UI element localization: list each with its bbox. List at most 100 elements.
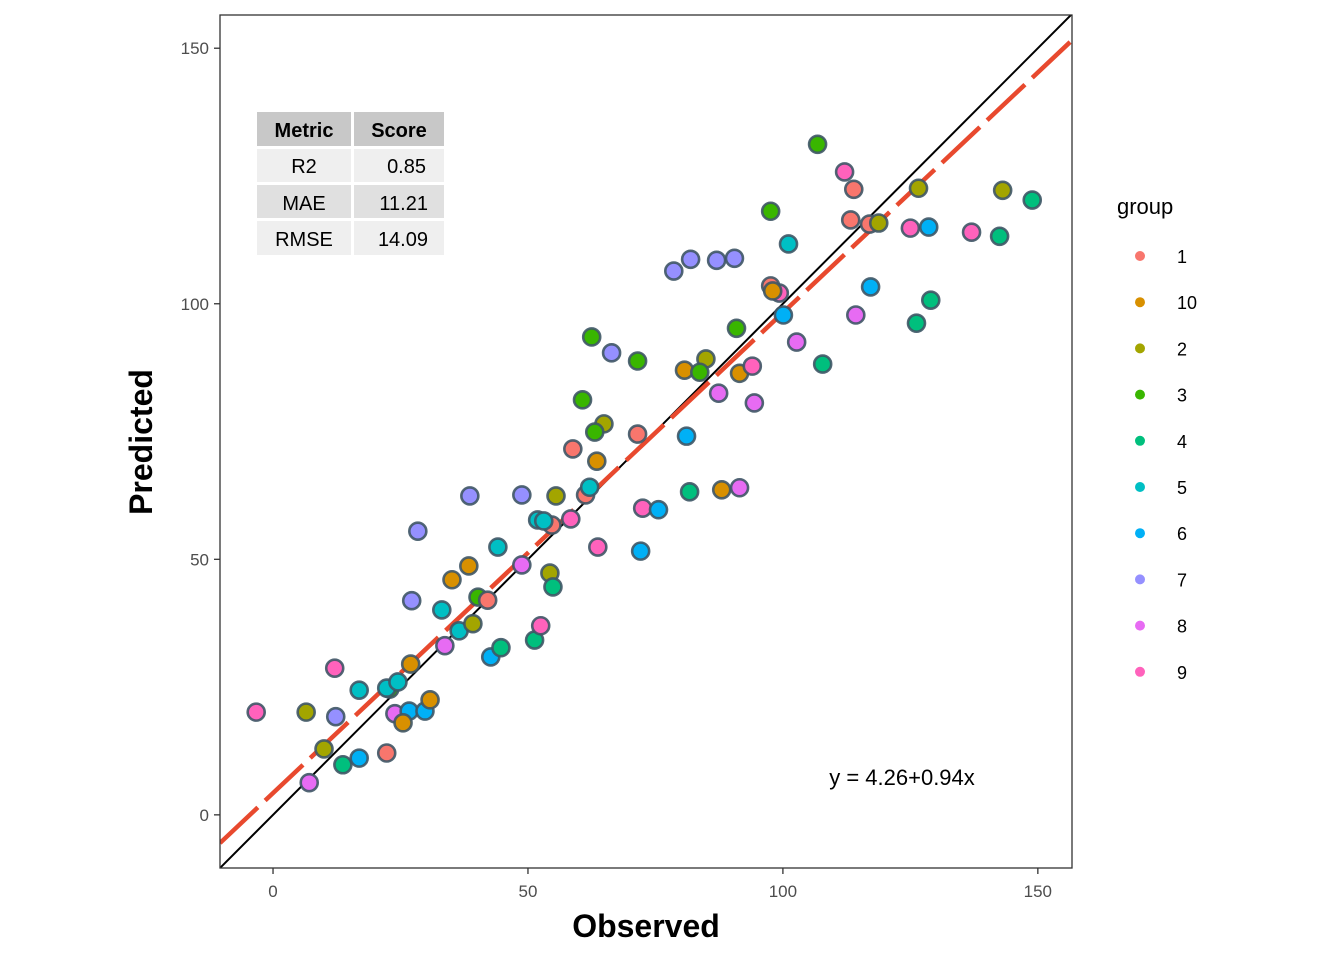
legend-label: 5 — [1177, 478, 1187, 498]
table-cell-metric: R2 — [291, 156, 317, 178]
data-point-group-5 — [778, 234, 799, 254]
table-cell-metric: MAE — [282, 193, 325, 215]
data-point-group-7 — [460, 486, 480, 506]
table-header-score: Score — [371, 120, 427, 142]
x-tick-label: 0 — [268, 882, 277, 901]
regression-equation-label: y = 4.26+0.94x — [829, 765, 975, 790]
legend-key-group-6 — [1135, 528, 1145, 539]
legend-title: group — [1117, 194, 1173, 219]
legend-key-group-2 — [1135, 343, 1145, 354]
data-point-group-4 — [906, 313, 927, 333]
data-point-group-4 — [491, 637, 511, 658]
data-point-group-6 — [918, 217, 939, 237]
table-cell-score: 11.21 — [379, 193, 428, 215]
data-point-group-3 — [726, 318, 747, 339]
data-point-group-4 — [543, 577, 563, 597]
table-header-score-bg — [354, 112, 444, 146]
data-point-group-9 — [246, 702, 267, 722]
table-header-metric: Metric — [275, 120, 334, 142]
legend-key-group-10 — [1135, 297, 1145, 308]
data-point-group-5 — [388, 672, 408, 692]
y-axis: 0 50 100 150 — [181, 39, 220, 825]
table-cell-score: 0.85 — [387, 156, 426, 178]
data-point-group-7 — [408, 521, 428, 541]
lines-layer — [220, 15, 1072, 868]
data-point-group-8 — [729, 477, 750, 498]
y-tick-label: 50 — [190, 550, 209, 569]
data-point-group-5 — [431, 600, 452, 620]
data-point-group-1 — [477, 590, 498, 610]
legend-key-group-3 — [1135, 389, 1145, 400]
table-header-metric-bg — [257, 112, 351, 146]
data-point-group-6 — [648, 499, 669, 520]
data-point-group-3 — [627, 351, 648, 371]
metrics-table: Metric Score R2 0.85 MAE 11.21 RMSE 14.0… — [257, 112, 444, 255]
legend-label: 6 — [1177, 524, 1187, 544]
data-point-group-1 — [843, 179, 864, 200]
y-tick-label: 100 — [181, 295, 209, 314]
data-point-group-2 — [908, 178, 929, 199]
x-axis: 0 50 100 150 — [268, 868, 1052, 901]
data-point-group-4 — [333, 754, 353, 775]
data-point-group-6 — [773, 305, 794, 325]
table-row-bg — [354, 221, 444, 255]
data-point-group-6 — [676, 426, 697, 446]
data-point-group-9 — [632, 498, 653, 518]
data-point-group-9 — [588, 537, 608, 557]
data-point-group-9 — [961, 222, 982, 243]
data-point-group-7 — [706, 250, 727, 271]
data-point-group-8 — [512, 555, 532, 575]
plot-panel-border — [219, 14, 1073, 869]
table-row-bg — [354, 185, 444, 218]
table-cell-score: 14.09 — [378, 229, 428, 251]
x-tick-label: 100 — [769, 882, 797, 901]
data-point-group-10 — [459, 556, 479, 576]
x-tick-label: 150 — [1024, 882, 1052, 901]
data-point-group-3 — [760, 201, 781, 222]
legend-key-group-1 — [1135, 251, 1145, 261]
y-tick-label: 150 — [181, 39, 209, 58]
table-row-bg — [257, 221, 351, 255]
table-row-bg — [354, 149, 444, 182]
legend-key-group-7 — [1135, 574, 1145, 585]
data-point-group-9 — [900, 218, 921, 238]
data-point-group-2 — [296, 702, 316, 722]
y-tick-label: 0 — [200, 806, 209, 825]
legend-key-group-5 — [1135, 482, 1145, 492]
data-point-group-6 — [630, 541, 651, 561]
data-point-group-10 — [586, 451, 607, 471]
data-point-group-2 — [868, 213, 889, 233]
data-point-group-9 — [530, 615, 551, 636]
data-point-group-2 — [992, 180, 1013, 201]
data-point-group-7 — [401, 590, 422, 611]
data-point-group-5 — [349, 680, 369, 700]
data-point-group-1 — [840, 210, 861, 230]
data-point-group-7 — [680, 249, 701, 270]
data-point-group-10 — [393, 713, 413, 733]
data-point-group-8 — [786, 332, 807, 352]
data-point-group-9 — [324, 658, 345, 678]
legend-key-group-4 — [1135, 435, 1145, 446]
legend-label: 10 — [1177, 293, 1197, 313]
legend-label: 4 — [1177, 432, 1187, 452]
y-axis-title: Predicted — [123, 369, 159, 515]
legend-label: 8 — [1177, 617, 1187, 637]
data-point-group-10 — [711, 479, 732, 500]
data-point-group-2 — [463, 613, 483, 634]
data-point-group-9 — [742, 356, 763, 376]
data-point-group-2 — [546, 486, 566, 506]
legend-label: 7 — [1177, 570, 1187, 590]
data-point-group-9 — [834, 162, 855, 182]
data-point-group-3 — [807, 134, 828, 155]
data-point-group-10 — [420, 690, 440, 710]
data-point-group-2 — [314, 739, 334, 759]
data-point-group-5 — [488, 537, 508, 557]
data-point-group-4 — [920, 290, 941, 310]
table-cell-metric: RMSE — [275, 229, 333, 251]
data-point-group-7 — [325, 706, 346, 727]
data-point-group-8 — [299, 772, 320, 793]
table-row-bg — [257, 185, 351, 218]
data-point-group-7 — [512, 485, 532, 505]
x-tick-label: 50 — [519, 882, 538, 901]
data-point-group-10 — [400, 654, 421, 674]
